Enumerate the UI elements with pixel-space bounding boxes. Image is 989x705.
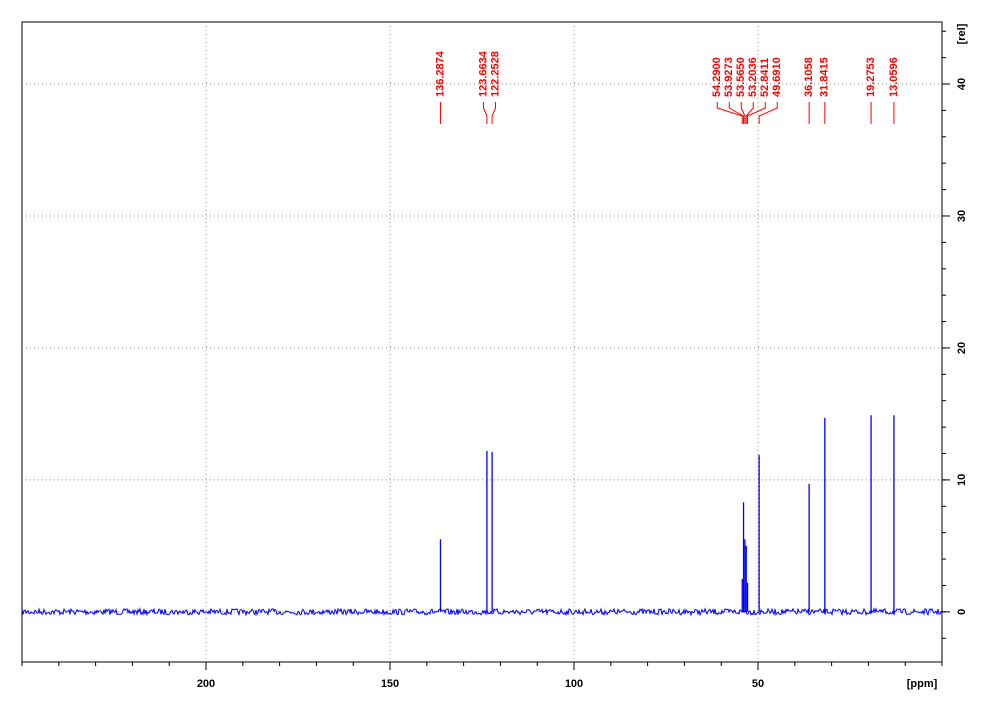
peak-leader (758, 102, 778, 124)
x-tick-label: 150 (381, 678, 399, 690)
peak-label: 49.6910 (771, 57, 783, 97)
peak-label: 53.9273 (723, 57, 735, 97)
peak-leader (740, 102, 746, 124)
peak-label: 53.2036 (747, 57, 759, 97)
peak-label: 54.2900 (711, 57, 723, 97)
y-tick-label: 20 (956, 342, 968, 354)
peak-label: 36.1058 (803, 57, 815, 97)
peak-leader (483, 102, 488, 124)
y-tick-label: 10 (956, 474, 968, 486)
y-axis-label: [rel] (956, 23, 968, 44)
baseline-noise (21, 606, 943, 617)
peak-label: 13.0596 (888, 57, 900, 97)
peak-label: 52.8411 (759, 58, 771, 97)
peak-leader (491, 102, 497, 124)
x-tick-label: 50 (752, 678, 764, 690)
y-tick-label: 40 (956, 78, 968, 90)
y-tick-label: 0 (956, 609, 968, 615)
peak-leader (716, 102, 743, 124)
plot-frame (21, 21, 943, 663)
x-axis-label: [ppm] (907, 678, 938, 690)
peak-leader (747, 102, 766, 124)
peak-label: 136.2874 (434, 50, 446, 97)
y-tick-label: 30 (956, 210, 968, 222)
peak-leader (745, 102, 754, 124)
peak-label: 122.2528 (489, 51, 501, 97)
peak-label: 53.5650 (735, 57, 747, 97)
x-tick-label: 200 (197, 678, 215, 690)
peak-label: 123.6634 (477, 50, 489, 97)
peak-label: 19.2753 (865, 57, 877, 97)
peak-leader (728, 102, 745, 124)
x-tick-label: 100 (565, 678, 583, 690)
peak-label: 31.8415 (819, 57, 831, 97)
